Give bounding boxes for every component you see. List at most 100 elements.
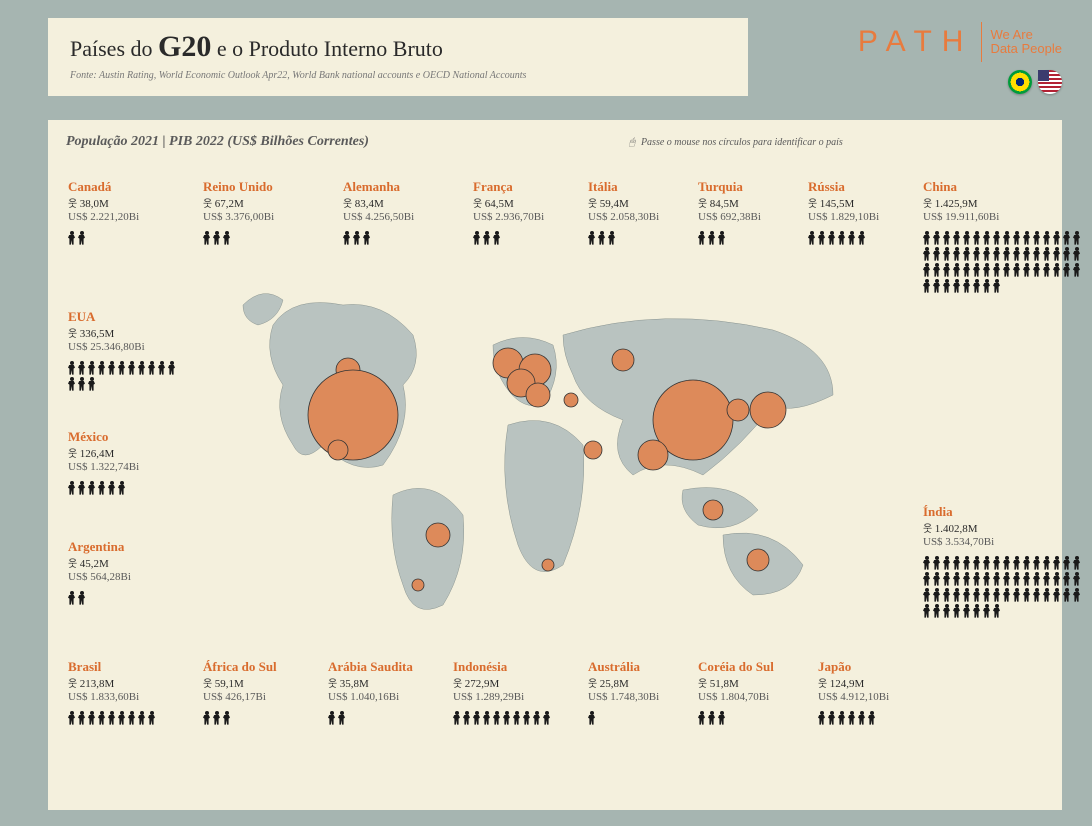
country-population: 59,1M <box>203 675 323 690</box>
person-icon <box>943 556 950 570</box>
person-icon <box>158 361 165 375</box>
person-icon <box>808 231 815 245</box>
person-icon <box>923 572 930 586</box>
person-icon <box>68 361 75 375</box>
brand-tagline: We Are Data People <box>990 28 1062 57</box>
person-icon <box>943 231 950 245</box>
country-gdp: US$ 564,28Bi <box>68 571 188 583</box>
person-icon <box>1013 588 1020 602</box>
country-name: Canadá <box>68 180 188 194</box>
country-gdp: US$ 1.040,16Bi <box>328 691 448 703</box>
person-icon <box>698 711 705 725</box>
bubble-russia[interactable] <box>612 349 634 371</box>
person-icon <box>328 711 335 725</box>
person-icon <box>503 711 510 725</box>
person-icon <box>1023 231 1030 245</box>
bubble-japan[interactable] <box>750 392 786 428</box>
person-icon <box>128 361 135 375</box>
person-icon <box>78 231 85 245</box>
bubble-saudi[interactable] <box>584 441 602 459</box>
country-population: 38,0M <box>68 195 188 210</box>
person-icon <box>1063 263 1070 277</box>
person-icon <box>848 231 855 245</box>
world-map[interactable] <box>213 275 853 645</box>
country-name: Turquia <box>698 180 818 194</box>
bubble-argentina[interactable] <box>412 579 424 591</box>
bubble-usa[interactable] <box>308 370 398 460</box>
person-icon <box>923 263 930 277</box>
person-icon <box>353 231 360 245</box>
person-icon <box>1023 247 1030 261</box>
person-icon <box>1003 588 1010 602</box>
person-icon <box>698 231 705 245</box>
country-card-italy: Itália59,4MUS$ 2.058,30Bi <box>588 180 708 245</box>
country-gdp: US$ 2.058,30Bi <box>588 211 708 223</box>
bubble-india[interactable] <box>638 440 668 470</box>
country-population: 1.425,9M <box>923 195 1092 210</box>
population-icons <box>698 231 808 245</box>
person-icon <box>933 231 940 245</box>
country-gdp: US$ 4.912,10Bi <box>818 691 938 703</box>
population-icons <box>818 711 928 725</box>
bubble-indonesia[interactable] <box>703 500 723 520</box>
population-icons <box>68 361 178 391</box>
person-icon <box>983 556 990 570</box>
hover-hint: 🖱 Passe o mouse nos círculos para identi… <box>629 137 843 148</box>
person-icon <box>68 711 75 725</box>
person-icon <box>1063 588 1070 602</box>
person-icon <box>923 588 930 602</box>
country-population: 272,9M <box>453 675 573 690</box>
country-population: 145,5M <box>808 195 928 210</box>
person-icon <box>598 231 605 245</box>
country-card-korea: Coréia do Sul51,8MUS$ 1.804,70Bi <box>698 660 818 725</box>
country-gdp: US$ 3.376,00Bi <box>203 211 323 223</box>
person-icon <box>933 247 940 261</box>
bubble-italy[interactable] <box>526 383 550 407</box>
country-name: Rússia <box>808 180 928 194</box>
person-icon <box>148 361 155 375</box>
bubble-korea[interactable] <box>727 399 749 421</box>
header-bar: Países do G20 e o Produto Interno Bruto … <box>48 18 748 96</box>
country-card-brazil: Brasil213,8MUS$ 1.833,60Bi <box>68 660 188 725</box>
bubble-south_africa[interactable] <box>542 559 554 571</box>
person-icon <box>1013 572 1020 586</box>
person-icon <box>838 711 845 725</box>
country-population: 25,8M <box>588 675 708 690</box>
country-card-canada: Canadá38,0MUS$ 2.221,20Bi <box>68 180 188 245</box>
bubble-australia[interactable] <box>747 549 769 571</box>
population-icons <box>453 711 563 725</box>
person-icon <box>983 604 990 618</box>
country-population: 126,4M <box>68 445 188 460</box>
person-icon <box>1033 556 1040 570</box>
person-icon <box>463 711 470 725</box>
person-icon <box>923 279 930 293</box>
person-icon <box>1053 247 1060 261</box>
flag-usa[interactable] <box>1038 70 1062 94</box>
language-flags <box>1008 70 1062 94</box>
population-icons <box>203 711 313 725</box>
person-icon <box>1053 588 1060 602</box>
person-icon <box>1023 588 1030 602</box>
flag-brazil[interactable] <box>1008 70 1032 94</box>
person-icon <box>943 247 950 261</box>
country-name: México <box>68 430 188 444</box>
person-icon <box>1043 556 1050 570</box>
person-icon <box>973 263 980 277</box>
person-icon <box>953 247 960 261</box>
person-icon <box>973 604 980 618</box>
bubble-mexico[interactable] <box>328 440 348 460</box>
person-icon <box>953 604 960 618</box>
bubble-brazil[interactable] <box>426 523 450 547</box>
person-icon <box>108 481 115 495</box>
person-icon <box>963 231 970 245</box>
person-icon <box>1003 572 1010 586</box>
person-icon <box>88 377 95 391</box>
person-icon <box>108 361 115 375</box>
population-icons <box>68 231 178 245</box>
bubble-turkey[interactable] <box>564 393 578 407</box>
person-icon <box>718 231 725 245</box>
main-panel: População 2021 | PIB 2022 (US$ Bilhões C… <box>48 120 1062 810</box>
person-icon <box>98 481 105 495</box>
person-icon <box>1033 263 1040 277</box>
person-icon <box>1023 263 1030 277</box>
